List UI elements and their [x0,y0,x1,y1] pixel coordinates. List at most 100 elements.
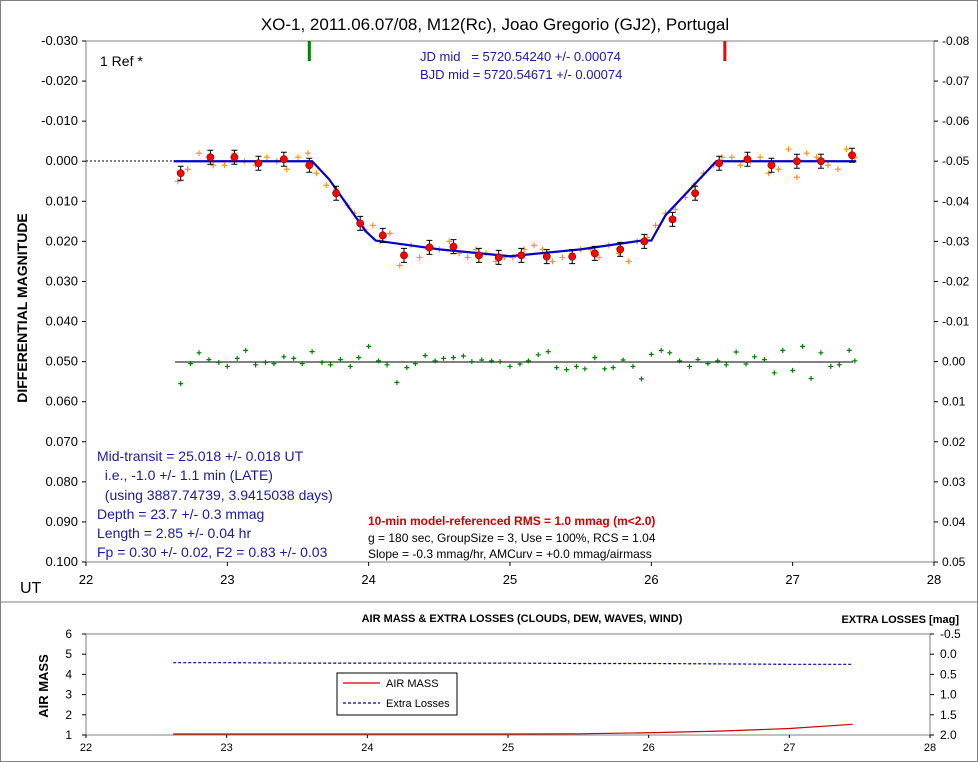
residual-point [686,363,692,369]
y2-tick-label: 0.04 [942,515,966,529]
residual-point [469,359,475,365]
light-curve-panel: XO-1, 2011.06.07/08, M12(Rc), Joao Grego… [14,15,970,597]
residual-point [384,362,390,368]
x-tick-label: 28 [927,572,941,587]
y-tick-label: 0.060 [45,394,78,409]
annotation-line: i.e., -1.0 +/- 1.1 min (LATE) [97,467,273,483]
ref-star-label: 1 Ref * [100,53,143,69]
binned-point [425,243,434,252]
binned-point [400,251,408,260]
residual-point [638,376,644,382]
y-tick-label: 4 [65,667,72,681]
x-tick-label: 26 [644,572,658,587]
y-tick-label: 0.020 [45,233,78,248]
raw-point [464,254,471,261]
y-tick-label: 0.100 [45,554,78,569]
fit-annotations: Mid-transit = 25.018 +/- 0.018 UT i.e., … [97,448,333,560]
binned-point [616,245,625,254]
binned-point [230,153,239,162]
residual-point [733,349,739,355]
x-tick-label: 27 [785,572,799,587]
y2-tick-label: 1.5 [940,708,957,722]
residual-point [761,357,767,363]
raw-point [765,170,772,177]
raw-point [396,262,403,269]
annotation-line: Mid-transit = 25.018 +/- 0.018 UT [97,448,304,464]
residual-point [489,358,495,364]
x-tick-label: 24 [361,742,373,754]
residual-point [178,381,184,387]
residual-point [554,365,560,371]
residual-point [705,361,711,367]
x-tick-label: 24 [361,572,375,587]
y-tick-label: -0.030 [41,33,78,48]
residual-point [852,358,858,364]
residual-point [497,359,503,365]
ingress-egress-markers [307,41,727,61]
residual-point [723,362,729,368]
residual-point [828,363,834,369]
residual-point [573,363,579,369]
binned-point [176,169,185,178]
raw-point [263,154,270,161]
residual-point [535,352,541,358]
y-tick-label: 0.050 [45,354,78,369]
y2-tick-label: 0.01 [942,395,966,409]
binned-point [793,157,801,166]
binned-point [449,242,458,251]
y2-tick-label: 0.5 [940,667,957,681]
residual-point [602,366,608,372]
y-tick-label: 0.070 [45,434,78,449]
raw-point [221,162,228,169]
raw-point [596,254,603,261]
airmass-legend: AIR MASS Extra Losses [336,672,458,716]
residual-point [394,379,400,385]
raw-point [473,246,480,253]
raw-point [728,154,735,161]
raw-point [369,222,376,229]
residual-point [771,370,777,376]
residual-point [582,366,588,372]
y2-tick-label: 2.0 [940,728,957,742]
raw-point [803,150,810,157]
x-axis-label: UT [20,580,42,597]
residual-point [715,358,721,364]
annotation-line: Depth = 23.7 +/- 0.3 mmag [97,506,264,522]
residual-point [216,359,222,365]
residual-point [253,362,259,368]
y2-tick-label: 0.00 [942,355,966,369]
residual-point [412,361,418,367]
residual-point [432,358,438,364]
airmass-chart-title: AIR MASS & EXTRA LOSSES (CLOUDS, DEW, WA… [362,613,683,625]
raw-point [386,230,393,237]
raw-point [549,258,556,265]
y-tick-label: 6 [65,627,72,641]
binned-point [668,215,677,224]
legend-label-extra-losses: Extra Losses [386,698,450,710]
residual-point [243,347,249,353]
residual-point [507,363,513,369]
residual-point [404,365,410,371]
residual-point [677,358,683,364]
binned-points-series [176,147,856,265]
x-tick-label: 26 [643,742,655,754]
residual-point [299,361,305,367]
bjd-mid-label: BJD mid = 5720.54671 +/- 0.00074 [420,67,622,82]
stats-line: g = 180 sec, GroupSize = 3, Use = 100%, … [368,531,656,545]
y-tick-label: 0.010 [45,193,78,208]
binned-point [691,189,700,198]
transit-model-line [173,160,857,258]
residual-point [291,355,297,361]
residual-point [564,367,570,373]
transit-marker [307,41,311,61]
plot-area [85,40,935,563]
binned-point [743,155,752,164]
y-tick-label: 0.000 [45,153,78,168]
x-tick-label: 23 [220,572,234,587]
raw-point [834,166,841,173]
raw-point [559,254,566,261]
raw-point [785,146,792,153]
raw-point [719,154,725,161]
residual-point [366,343,372,349]
x-tick-label: 22 [79,572,93,587]
